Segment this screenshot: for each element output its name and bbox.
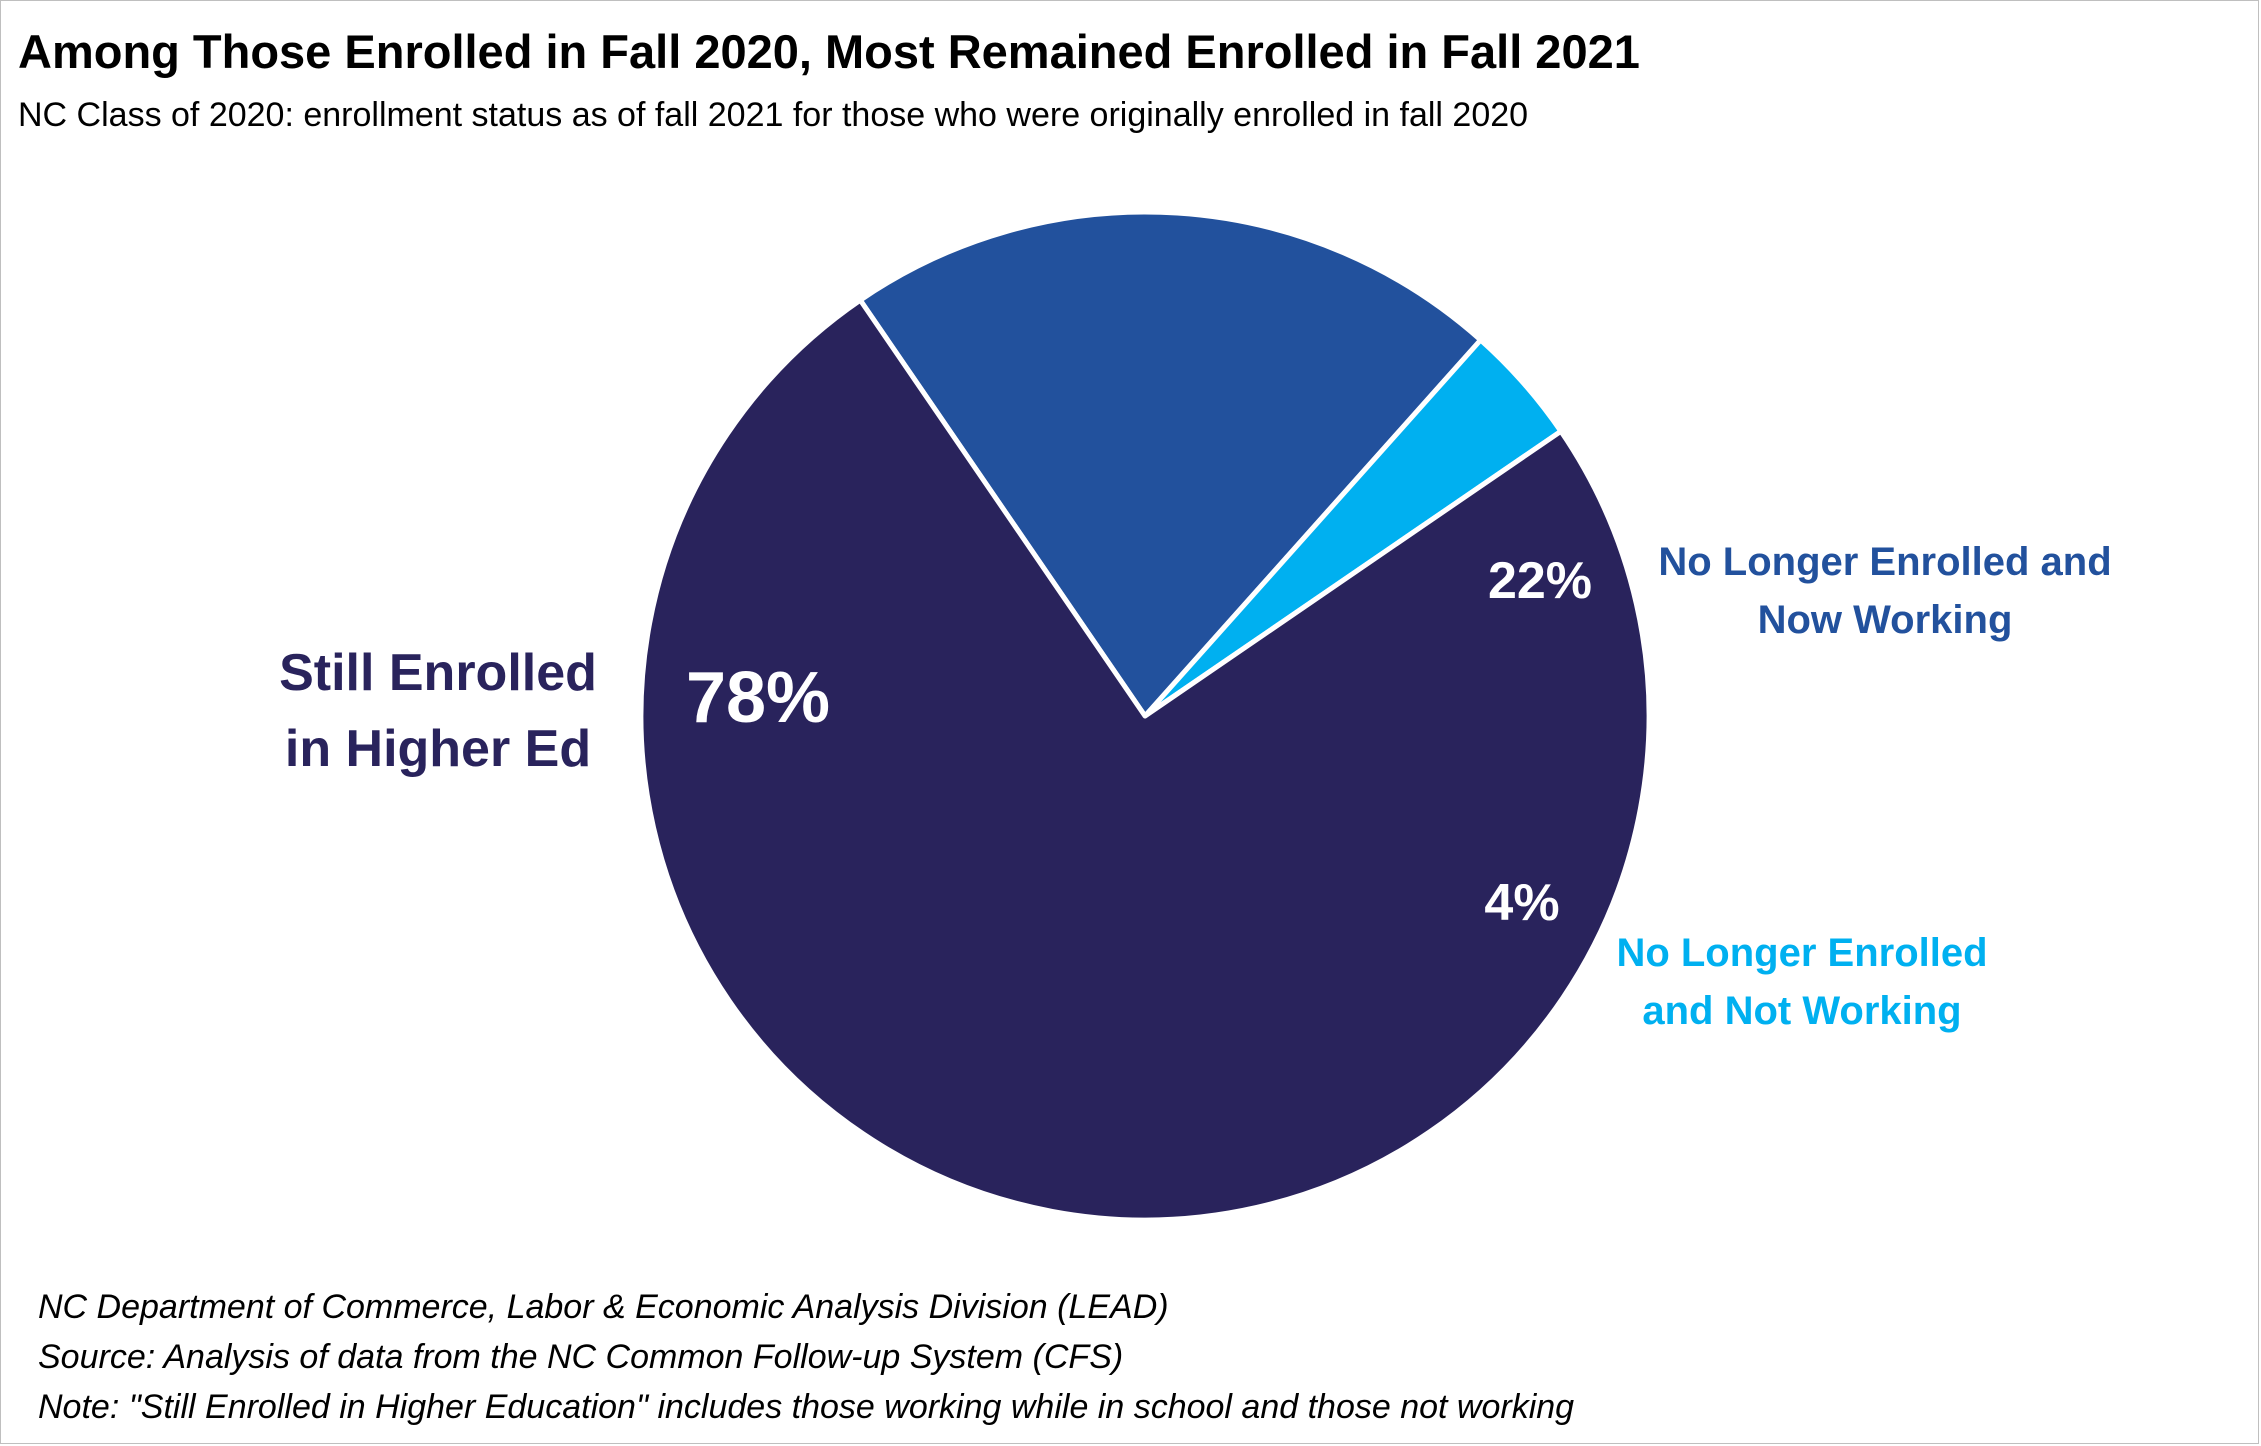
- footer-source: Source: Analysis of data from the NC Com…: [38, 1338, 1124, 1376]
- slice-category-label-2: Still Enrolled in Higher Ed: [279, 644, 597, 778]
- slice-value-label-0: 22%: [1488, 552, 1592, 610]
- slice-category-label-line: and Not Working: [1642, 989, 1961, 1033]
- chart-title: Among Those Enrolled in Fall 2020, Most …: [18, 25, 1640, 78]
- pie-labels: 22% No Longer Enrolled and Now Working 4% No…: [279, 540, 2112, 1033]
- footer-org: NC Department of Commerce, Labor & Econo…: [38, 1288, 1169, 1326]
- slice-category-label-0: No Longer Enrolled and Now Working: [1658, 540, 2111, 642]
- pie-slice-2: [638, 297, 1652, 1223]
- slice-category-label-line: No Longer Enrolled and: [1658, 540, 2111, 584]
- slice-category-label-1: No Longer Enrolled and Not Working: [1616, 931, 1987, 1033]
- slice-value-label-1: 4%: [1484, 874, 1559, 932]
- slice-category-label-line: Now Working: [1758, 598, 2013, 642]
- slice-value-label-2: 78%: [686, 658, 830, 738]
- slice-category-label-line: No Longer Enrolled: [1616, 931, 1987, 975]
- slice-category-label-line: in Higher Ed: [285, 720, 591, 778]
- slice-category-label-line: Still Enrolled: [279, 644, 597, 702]
- pie-slices: [638, 209, 1652, 1223]
- chart-subtitle: NC Class of 2020: enrollment status as o…: [18, 96, 1529, 134]
- chart-footer: NC Department of Commerce, Labor & Econo…: [38, 1282, 1574, 1432]
- footer-note: Note: "Still Enrolled in Higher Educatio…: [38, 1388, 1575, 1426]
- pie-slice-0: [857, 209, 1484, 719]
